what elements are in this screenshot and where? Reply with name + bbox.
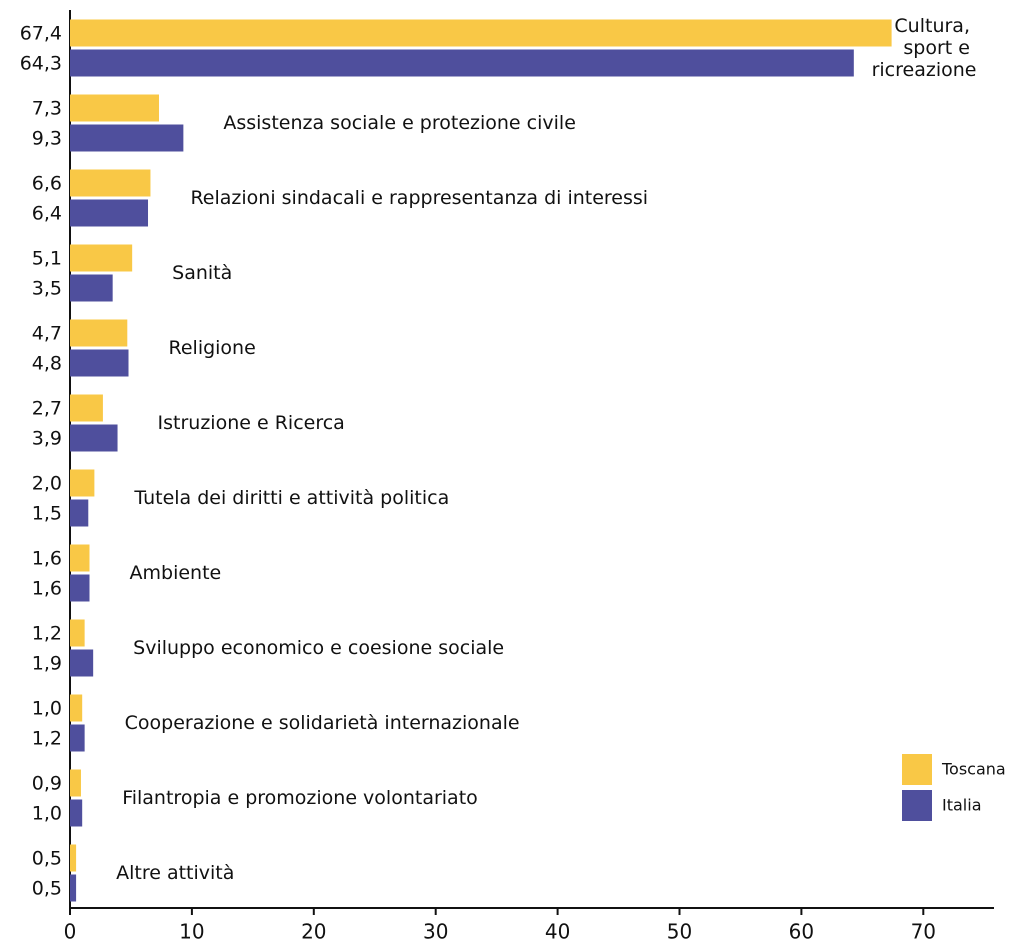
value-label: 4,7: [32, 323, 62, 345]
bar: [70, 274, 113, 302]
bar: [70, 799, 83, 827]
value-label: 67,4: [20, 23, 62, 45]
legend-label: Italia: [942, 796, 982, 815]
legend-label: Toscana: [941, 760, 1006, 779]
bar: [70, 619, 85, 647]
category-label: Cooperazione e solidarietà internazional…: [124, 712, 520, 734]
category-label: Relazioni sindacali e rappresentanza di …: [190, 187, 649, 209]
bar: [70, 349, 129, 377]
bar: [70, 394, 103, 422]
bar: [70, 169, 151, 197]
category-label: Religione: [168, 337, 256, 359]
bar: [70, 649, 94, 677]
bar: [70, 94, 159, 122]
value-label: 1,2: [32, 623, 62, 645]
value-label: 2,7: [32, 398, 62, 420]
value-label: 0,5: [32, 878, 62, 900]
value-label: 64,3: [20, 53, 62, 75]
x-tick-label: 50: [667, 920, 692, 943]
bar: [70, 874, 77, 902]
legend-swatch: [902, 790, 932, 821]
bar: [70, 49, 854, 77]
category-label: Cultura, sport e ricreazione: [871, 15, 977, 81]
category-label: Tutela dei diritti e attività politica: [134, 487, 450, 509]
value-label: 7,3: [32, 98, 62, 120]
value-label: 3,5: [32, 278, 62, 300]
bar: [70, 319, 128, 347]
bar: [70, 544, 90, 572]
value-label: 3,9: [32, 428, 62, 450]
bar: [70, 19, 892, 47]
bar: [70, 469, 95, 497]
value-label: 2,0: [32, 473, 62, 495]
bar: [70, 124, 184, 152]
legend-swatch: [902, 754, 932, 785]
bar: [70, 574, 90, 602]
bar: [70, 844, 77, 872]
bar: [70, 199, 149, 227]
value-label: 1,0: [32, 698, 62, 720]
value-label: 1,2: [32, 728, 62, 750]
value-label: 1,9: [32, 653, 62, 675]
x-tick-label: 10: [179, 920, 204, 943]
value-label: 5,1: [32, 248, 62, 270]
category-label: Sviluppo economico e coesione sociale: [133, 637, 505, 659]
category-label: Istruzione e Ricerca: [157, 412, 345, 434]
bar: [70, 769, 81, 797]
value-label: 0,5: [32, 848, 62, 870]
value-label: 1,6: [32, 578, 62, 600]
category-label: Altre attività: [116, 862, 235, 884]
x-tick-label: 30: [423, 920, 448, 943]
x-tick-label: 70: [911, 920, 936, 943]
value-label: 6,6: [32, 173, 62, 195]
bar: [70, 424, 118, 452]
x-tick-label: 40: [545, 920, 570, 943]
x-tick-label: 60: [789, 920, 814, 943]
value-label: 4,8: [32, 353, 62, 375]
bar: [70, 724, 85, 752]
value-label: 1,6: [32, 548, 62, 570]
value-label: 9,3: [32, 128, 62, 150]
category-label: Sanità: [172, 262, 233, 284]
value-label: 6,4: [32, 203, 62, 225]
bar: [70, 694, 83, 722]
value-label: 0,9: [32, 773, 62, 795]
value-label: 1,0: [32, 803, 62, 825]
x-tick-label: 20: [301, 920, 326, 943]
category-label: Filantropia e promozione volontariato: [122, 787, 478, 809]
category-label: Ambiente: [129, 562, 222, 584]
x-tick-label: 0: [64, 920, 77, 943]
category-label: Assistenza sociale e protezione civile: [223, 112, 576, 134]
bar: [70, 499, 89, 527]
value-label: 1,5: [32, 503, 62, 525]
bar: [70, 244, 133, 272]
